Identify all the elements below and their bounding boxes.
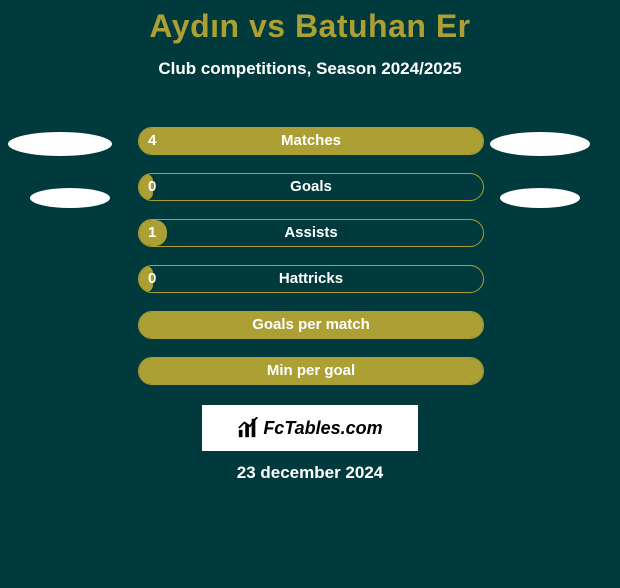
logo-box: FcTables.com	[202, 405, 418, 451]
bar-fill	[139, 312, 483, 338]
logo-text: FcTables.com	[263, 418, 382, 439]
ellipse-shape	[490, 132, 590, 156]
stat-row: Assists1	[0, 210, 620, 256]
chart-icon	[237, 417, 259, 439]
bar-fill	[139, 358, 483, 384]
stat-row: Min per goal	[0, 348, 620, 394]
page-title: Aydın vs Batuhan Er	[0, 8, 620, 45]
stat-row: Goals per match	[0, 302, 620, 348]
bar-track	[138, 357, 484, 385]
subtitle: Club competitions, Season 2024/2025	[0, 59, 620, 79]
bar-fill	[139, 174, 153, 200]
stats-area: Matches4Goals0Assists1Hattricks0Goals pe…	[0, 118, 620, 394]
ellipse-shape	[8, 132, 112, 156]
bar-track	[138, 219, 484, 247]
bar-fill	[139, 220, 167, 246]
bar-track	[138, 127, 484, 155]
date-text: 23 december 2024	[0, 463, 620, 483]
bar-fill	[139, 128, 483, 154]
ellipse-shape	[500, 188, 580, 208]
logo-inner: FcTables.com	[237, 417, 382, 439]
stat-row: Hattricks0	[0, 256, 620, 302]
bar-track	[138, 265, 484, 293]
bar-track	[138, 173, 484, 201]
bar-fill	[139, 266, 153, 292]
bar-track	[138, 311, 484, 339]
ellipse-shape	[30, 188, 110, 208]
